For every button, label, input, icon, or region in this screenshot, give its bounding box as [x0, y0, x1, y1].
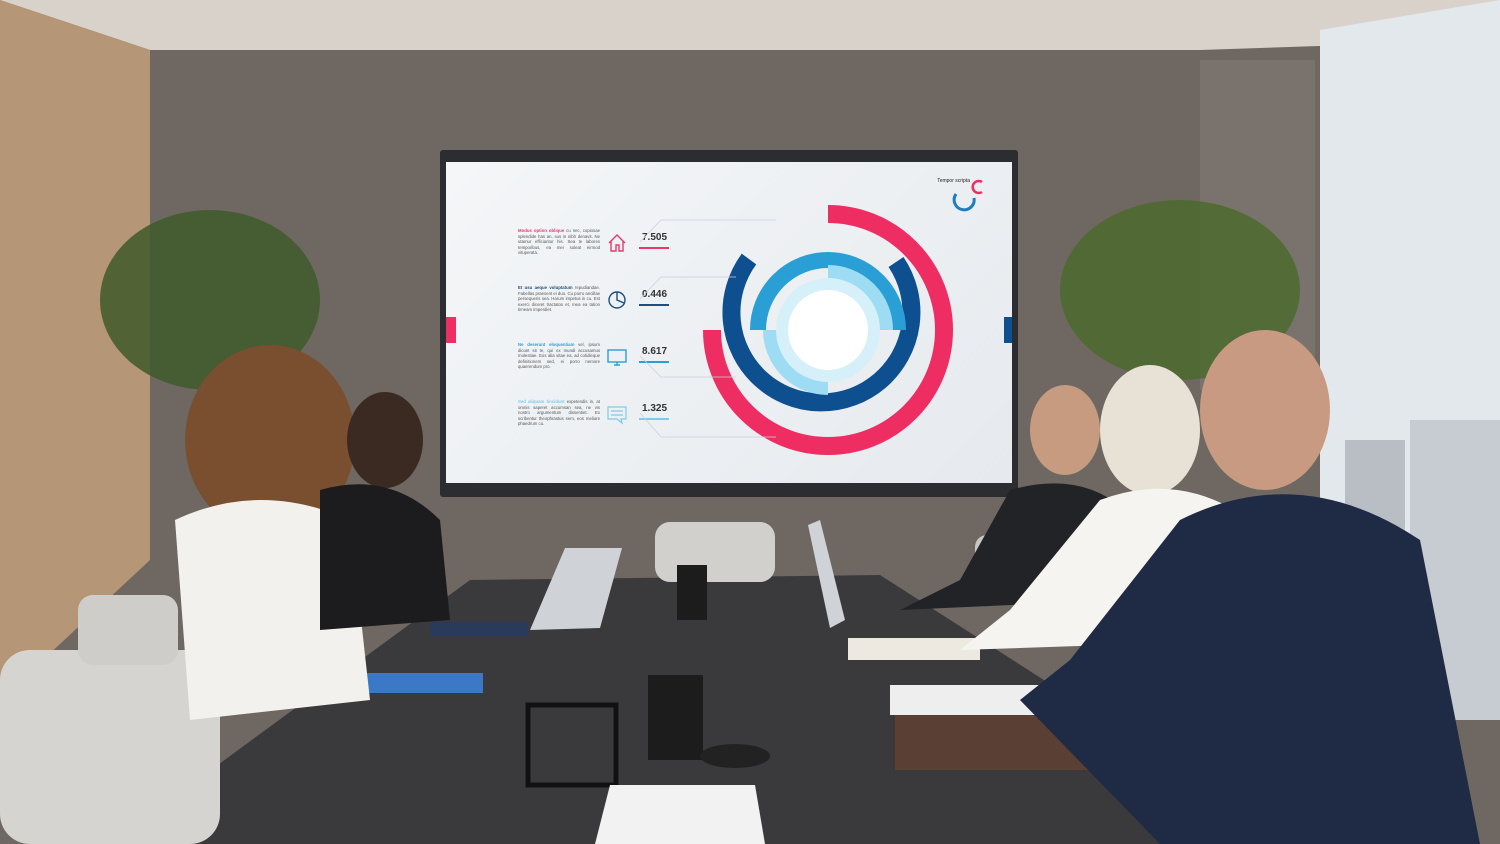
monitor-icon — [607, 349, 627, 366]
stat-description: cu nec, copiosae splendide has an, sus i… — [518, 228, 600, 256]
display-screen: Tempor scripta Modus option oblique cu n… — [446, 162, 1012, 483]
chair — [0, 650, 220, 844]
pie-chart-icon — [608, 291, 626, 309]
stat-row: Ne deserunt eloquentiam vel, ipsum dicun… — [518, 342, 778, 402]
stat-underline — [639, 361, 669, 363]
pen-holder — [648, 675, 703, 760]
accent-bar-right — [1004, 317, 1012, 343]
connector-lines — [639, 219, 776, 438]
stat-lead: Modus option oblique — [518, 228, 565, 233]
accent-bar-left — [446, 317, 456, 343]
plant-right — [1060, 200, 1300, 380]
notebook — [848, 638, 980, 660]
stat-value: 1.325 — [642, 403, 668, 414]
stat-value: 0.446 — [642, 289, 668, 300]
stat-row: Modus option oblique cu nec, copiosae sp… — [518, 228, 778, 288]
wood-panel-wall — [0, 0, 150, 700]
ceiling — [0, 0, 1500, 50]
notebook — [430, 622, 528, 636]
house-icon — [608, 234, 626, 252]
laptop — [808, 520, 845, 628]
chart-center — [788, 290, 868, 370]
person-man-black-shirt — [320, 392, 450, 630]
stat-description: expetendis in, at omnis saperet accumsan… — [518, 399, 600, 427]
chair — [78, 595, 178, 665]
stat-description: vel, ipsum dicunt sit te, qui ex mundi a… — [518, 342, 600, 370]
stat-underline — [639, 304, 669, 306]
chat-bubble-icon — [607, 406, 627, 425]
ring-blue — [750, 252, 906, 331]
stat-lead: Sed aliquam tincidunt — [518, 399, 565, 404]
stat-value: 7.505 — [642, 232, 668, 243]
pen-holder — [677, 565, 707, 620]
plant-left — [100, 210, 320, 390]
chair — [655, 522, 775, 582]
laptop — [530, 548, 622, 630]
person-man-navy-suit — [1020, 330, 1480, 844]
stat-value: 8.617 — [642, 346, 668, 357]
brand-logo-icon — [952, 179, 983, 212]
ring-navy — [722, 253, 921, 412]
stat-lead: Ne deserunt eloquentiam — [518, 342, 575, 347]
stat-underline — [639, 418, 669, 420]
stat-description: repudiandae. Fabellas praesent ei duo. C… — [518, 285, 600, 313]
card-holder — [525, 702, 619, 788]
paper — [890, 685, 1040, 715]
stat-row: Et usu aeque voluptatum repudiandae. Fab… — [518, 285, 778, 345]
ring-pink — [703, 205, 953, 455]
stat-underline — [639, 247, 669, 249]
ring-light-blue — [827, 265, 893, 331]
cable-port — [595, 785, 765, 844]
conference-table — [110, 575, 1300, 844]
radial-chart — [639, 205, 953, 455]
stat-lead: Et usu aeque voluptatum — [518, 285, 573, 290]
stat-row: Sed aliquam tincidunt expetendis in, at … — [518, 399, 778, 459]
brand-label: Tempor scripta — [937, 178, 970, 184]
conference-speaker — [700, 744, 770, 768]
